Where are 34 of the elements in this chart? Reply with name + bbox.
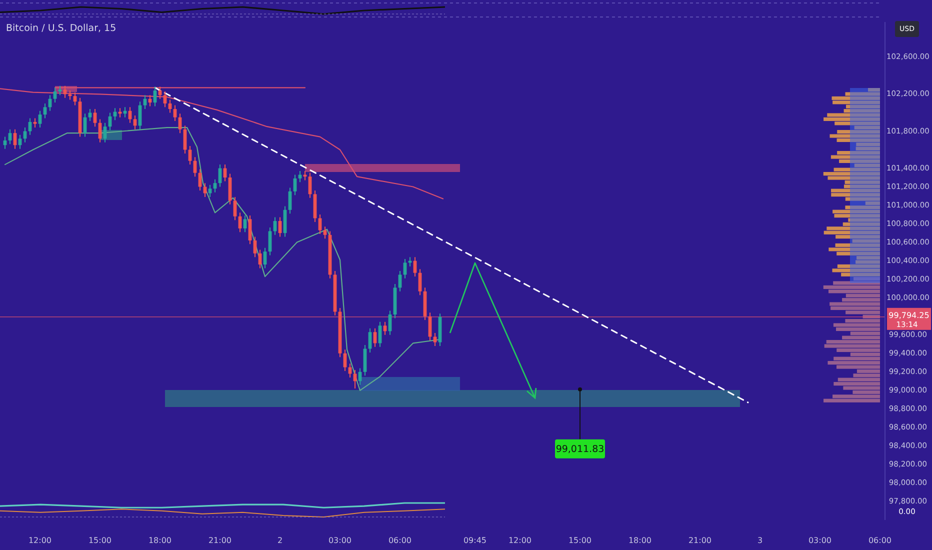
ref-line-label: 99,794.25 bbox=[888, 311, 930, 320]
x-tick-label: 03:00 bbox=[808, 536, 832, 546]
annotation: 99,011.83 bbox=[556, 444, 604, 455]
candlestick bbox=[93, 108, 97, 128]
candlestick bbox=[368, 328, 372, 353]
candlestick bbox=[173, 104, 177, 122]
x-tick-label: 12:00 bbox=[508, 536, 532, 546]
candlestick bbox=[38, 110, 42, 128]
x-tick-label: 15:00 bbox=[568, 536, 592, 546]
candlestick bbox=[233, 196, 237, 221]
candlestick bbox=[33, 118, 37, 128]
x-tick-label: 2 bbox=[277, 536, 283, 546]
candlestick bbox=[243, 214, 247, 233]
x-tick-label: 3 bbox=[757, 536, 763, 546]
x-tick-label: 03:00 bbox=[328, 536, 352, 546]
x-tick-label: 18:00 bbox=[628, 536, 652, 546]
x-tick-label: 21:00 bbox=[688, 536, 712, 546]
chart-title: Bitcoin / U.S. Dollar, 15 bbox=[6, 23, 116, 34]
x-tick-label: 12:00 bbox=[28, 536, 52, 546]
x-tick-label: 06:00 bbox=[868, 536, 892, 546]
x-tick-label: 15:00 bbox=[88, 536, 112, 546]
x-tick-label: 18:00 bbox=[148, 536, 172, 546]
candlestick bbox=[303, 170, 307, 181]
candlestick bbox=[298, 170, 302, 183]
candlestick bbox=[433, 332, 437, 346]
x-tick-label: 09:45 bbox=[463, 536, 487, 546]
candlestick bbox=[188, 146, 192, 166]
candlestick bbox=[88, 108, 92, 122]
candlestick bbox=[163, 90, 167, 108]
candlestick bbox=[68, 90, 72, 100]
candlestick bbox=[318, 214, 322, 234]
candlestick bbox=[58, 85, 62, 96]
x-tick-label: 06:00 bbox=[388, 536, 412, 546]
x-tick-label: 21:00 bbox=[208, 536, 232, 546]
